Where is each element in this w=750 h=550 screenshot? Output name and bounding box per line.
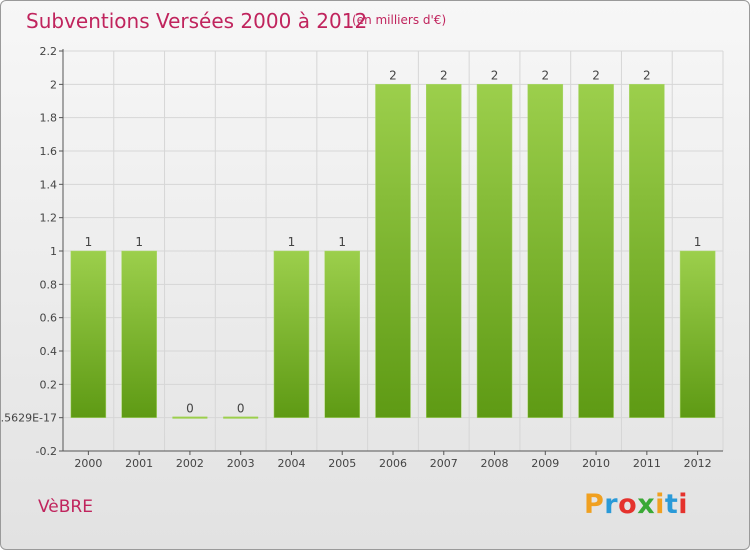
- data-label: 1: [694, 235, 702, 249]
- logo-letter: P: [584, 489, 605, 520]
- x-tick-label: 2008: [481, 457, 509, 470]
- y-tick-label: 1.8: [40, 112, 58, 125]
- data-label: 2: [643, 68, 651, 82]
- bar[interactable]: [679, 250, 716, 418]
- logo-letter: i: [678, 489, 689, 520]
- x-tick-label: 2009: [531, 457, 559, 470]
- data-label: 1: [288, 235, 296, 249]
- data-label: 0: [237, 402, 245, 416]
- bars: [70, 84, 716, 419]
- y-tick-label: -0.2: [36, 445, 57, 458]
- data-label: 0: [186, 402, 194, 416]
- bar[interactable]: [578, 84, 614, 418]
- x-tick-label: 2003: [227, 457, 255, 470]
- y-tick-label: 2.2: [40, 45, 58, 58]
- data-label: 2: [592, 68, 600, 82]
- y-tick-label: -1.5629E-17: [1, 412, 57, 425]
- chart-subtitle: (en milliers d'€): [352, 13, 447, 27]
- value-labels: 1 1 0 0 1 1 2 2 2 2 2 2 1: [85, 68, 702, 415]
- y-tick-label: 0.4: [40, 345, 58, 358]
- y-tick-label: 1.4: [40, 178, 58, 191]
- x-tick-label: 2001: [125, 457, 153, 470]
- commune-name: VèBRE: [38, 497, 93, 517]
- data-label: 1: [338, 235, 346, 249]
- y-tick-label: 1.6: [40, 145, 58, 158]
- y-tick-label: 1: [50, 245, 57, 258]
- bar[interactable]: [121, 250, 157, 418]
- bar[interactable]: [527, 84, 564, 418]
- bar[interactable]: [324, 250, 360, 418]
- bar[interactable]: [629, 84, 665, 418]
- logo-letter: o: [618, 489, 638, 520]
- data-label: 2: [389, 68, 397, 82]
- y-tick-label: 0.8: [40, 278, 58, 291]
- x-tick-label: 2005: [328, 457, 356, 470]
- y-tick-label: 0.6: [40, 312, 58, 325]
- x-tick-label: 2006: [379, 457, 407, 470]
- x-tick-label: 2000: [74, 457, 102, 470]
- x-tick-label: 2010: [582, 457, 610, 470]
- bar[interactable]: [476, 84, 513, 418]
- data-label: 1: [135, 235, 143, 249]
- x-tick-label: 2007: [430, 457, 458, 470]
- x-tick-label: 2011: [633, 457, 661, 470]
- bar[interactable]: [70, 250, 107, 418]
- chart-title: Subventions Versées 2000 à 2012: [26, 9, 368, 33]
- y-tick-label: 2: [50, 78, 57, 91]
- logo-letter: x: [637, 489, 656, 520]
- data-label: 2: [440, 68, 448, 82]
- y-tick-label: 1.2: [40, 212, 58, 225]
- logo-letter: t: [664, 489, 679, 520]
- axes: -0.2 -1.5629E-17 0.2 0.4 0.6 0.8 1 1.2 1.4 1.6 1.8…: [1, 45, 723, 470]
- data-label: 2: [491, 68, 499, 82]
- logo-letter: r: [604, 489, 619, 520]
- bar[interactable]: [375, 84, 411, 418]
- data-label: 2: [541, 68, 549, 82]
- proxiti-logo[interactable]: Proxiti: [584, 489, 688, 520]
- data-label: 1: [85, 235, 93, 249]
- x-tick-label: 2002: [176, 457, 204, 470]
- x-tick-label: 2012: [684, 457, 712, 470]
- bar[interactable]: [273, 250, 310, 418]
- logo-letter: i: [655, 489, 665, 520]
- x-tick-label: 2004: [277, 457, 305, 470]
- bar[interactable]: [426, 84, 462, 418]
- y-tick-label: 0.2: [40, 378, 58, 391]
